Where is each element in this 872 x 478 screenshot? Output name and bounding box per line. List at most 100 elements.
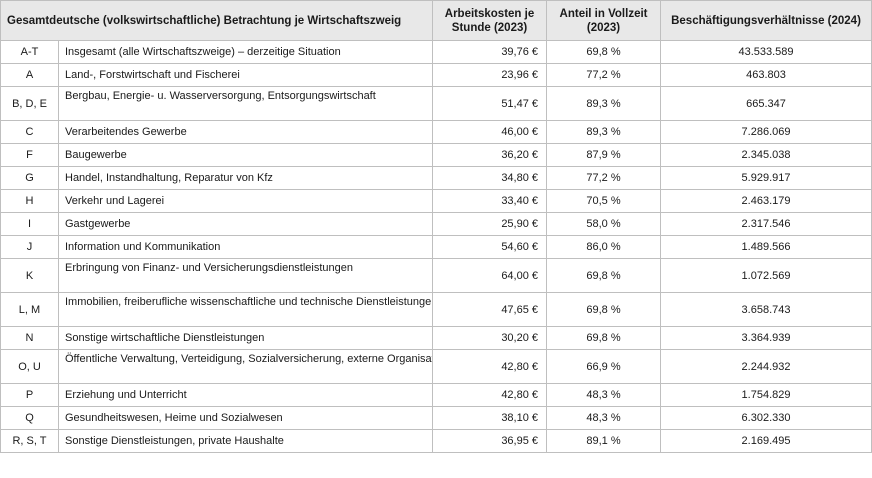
fulltime-share: 69,8 % (546, 40, 662, 64)
table-row: I Gastgewerbe 25,90 € 58,0 % 2.317.546 (0, 212, 872, 236)
employment-count: 2.169.495 (660, 429, 872, 453)
sector-code: O, U (0, 349, 59, 384)
labor-cost: 51,47 € (432, 86, 548, 121)
employment-count: 2.317.546 (660, 212, 872, 236)
fulltime-share: 89,1 % (546, 429, 662, 453)
sector-code: A (0, 63, 59, 87)
labor-cost: 47,65 € (432, 292, 548, 327)
table-row: R, S, T Sonstige Dienstleistungen, priva… (0, 429, 872, 453)
table-row: Q Gesundheitswesen, Heime und Sozialwese… (0, 406, 872, 430)
sector-name: Gastgewerbe (57, 212, 434, 236)
sector-code: C (0, 120, 59, 144)
labor-cost: 42,80 € (432, 349, 548, 384)
sector-name: Information und Kommunikation (57, 235, 434, 259)
sector-code: N (0, 326, 59, 350)
fulltime-share: 69,8 % (546, 326, 662, 350)
fulltime-share: 58,0 % (546, 212, 662, 236)
fulltime-share: 87,9 % (546, 143, 662, 167)
sector-name: Verarbeitendes Gewerbe (57, 120, 434, 144)
fulltime-share: 89,3 % (546, 86, 662, 121)
labor-cost: 54,60 € (432, 235, 548, 259)
sector-code: I (0, 212, 59, 236)
labor-cost: 30,20 € (432, 326, 548, 350)
sector-name: Sonstige Dienstleistungen, private Haush… (57, 429, 434, 453)
header-cost: Arbeitskosten je Stunde (2023) (432, 0, 548, 41)
sector-code: P (0, 383, 59, 407)
header-row: Gesamtdeutsche (volkswirtschaftliche) Be… (0, 0, 872, 41)
table-row: J Information und Kommunikation 54,60 € … (0, 235, 872, 259)
table-row: O, U Öffentliche Verwaltung, Verteidigun… (0, 349, 872, 384)
sector-code: K (0, 258, 59, 293)
fulltime-share: 89,3 % (546, 120, 662, 144)
sector-code: H (0, 189, 59, 213)
employment-count: 1.489.566 (660, 235, 872, 259)
sector-code: L, M (0, 292, 59, 327)
header-sector: Gesamtdeutsche (volkswirtschaftliche) Be… (0, 0, 434, 41)
sector-code: A-T (0, 40, 59, 64)
sector-name: Erziehung und Unterricht (57, 383, 434, 407)
sector-code: F (0, 143, 59, 167)
employment-count: 3.364.939 (660, 326, 872, 350)
labor-cost: 25,90 € (432, 212, 548, 236)
employment-count: 2.244.932 (660, 349, 872, 384)
table-row: A-T Insgesamt (alle Wirtschaftszweige) –… (0, 40, 872, 64)
fulltime-share: 66,9 % (546, 349, 662, 384)
sector-name: Bergbau, Energie- u. Wasserversorgung, E… (57, 86, 434, 121)
sector-code: Q (0, 406, 59, 430)
fulltime-share: 70,5 % (546, 189, 662, 213)
employment-count: 7.286.069 (660, 120, 872, 144)
table-row: P Erziehung und Unterricht 42,80 € 48,3 … (0, 383, 872, 407)
fulltime-share: 48,3 % (546, 383, 662, 407)
sector-name: Gesundheitswesen, Heime und Sozialwesen (57, 406, 434, 430)
employment-count: 1.754.829 (660, 383, 872, 407)
table-row: H Verkehr und Lagerei 33,40 € 70,5 % 2.4… (0, 189, 872, 213)
labor-cost: 46,00 € (432, 120, 548, 144)
employment-count: 463.803 (660, 63, 872, 87)
fulltime-share: 48,3 % (546, 406, 662, 430)
sector-name: Handel, Instandhaltung, Reparatur von Kf… (57, 166, 434, 190)
sector-name: Land-, Forstwirtschaft und Fischerei (57, 63, 434, 87)
employment-count: 2.463.179 (660, 189, 872, 213)
labor-cost: 39,76 € (432, 40, 548, 64)
sector-code: G (0, 166, 59, 190)
fulltime-share: 69,8 % (546, 292, 662, 327)
employment-count: 43.533.589 (660, 40, 872, 64)
sector-name: Baugewerbe (57, 143, 434, 167)
employment-count: 2.345.038 (660, 143, 872, 167)
sector-table: Gesamtdeutsche (volkswirtschaftliche) Be… (0, 0, 872, 453)
sector-code: J (0, 235, 59, 259)
fulltime-share: 77,2 % (546, 166, 662, 190)
table-row: B, D, E Bergbau, Energie- u. Wasserverso… (0, 86, 872, 121)
employment-count: 3.658.743 (660, 292, 872, 327)
sector-name: Insgesamt (alle Wirtschaftszweige) – der… (57, 40, 434, 64)
sector-name: Verkehr und Lagerei (57, 189, 434, 213)
table-row: K Erbringung von Finanz- und Versicherun… (0, 258, 872, 293)
sector-name: Öffentliche Verwaltung, Verteidigung, So… (57, 349, 434, 384)
employment-count: 6.302.330 (660, 406, 872, 430)
table-row: N Sonstige wirtschaftliche Dienstleistun… (0, 326, 872, 350)
fulltime-share: 77,2 % (546, 63, 662, 87)
employment-count: 5.929.917 (660, 166, 872, 190)
employment-count: 1.072.569 (660, 258, 872, 293)
sector-code: B, D, E (0, 86, 59, 121)
labor-cost: 38,10 € (432, 406, 548, 430)
table-row: G Handel, Instandhaltung, Reparatur von … (0, 166, 872, 190)
fulltime-share: 86,0 % (546, 235, 662, 259)
sector-name: Erbringung von Finanz- und Versicherungs… (57, 258, 434, 293)
header-share: Anteil in Vollzeit (2023) (546, 0, 662, 41)
table-row: A Land-, Forstwirtschaft und Fischerei 2… (0, 63, 872, 87)
labor-cost: 33,40 € (432, 189, 548, 213)
labor-cost: 34,80 € (432, 166, 548, 190)
sector-code: R, S, T (0, 429, 59, 453)
labor-cost: 42,80 € (432, 383, 548, 407)
table-row: L, M Immobilien, freiberufliche wissensc… (0, 292, 872, 327)
table-row: F Baugewerbe 36,20 € 87,9 % 2.345.038 (0, 143, 872, 167)
labor-cost: 64,00 € (432, 258, 548, 293)
labor-cost: 36,95 € (432, 429, 548, 453)
employment-count: 665.347 (660, 86, 872, 121)
labor-cost: 23,96 € (432, 63, 548, 87)
header-employment: Beschäftigungsverhältnisse (2024) (660, 0, 872, 41)
labor-cost: 36,20 € (432, 143, 548, 167)
sector-name: Immobilien, freiberufliche wissenschaftl… (57, 292, 434, 327)
table-row: C Verarbeitendes Gewerbe 46,00 € 89,3 % … (0, 120, 872, 144)
